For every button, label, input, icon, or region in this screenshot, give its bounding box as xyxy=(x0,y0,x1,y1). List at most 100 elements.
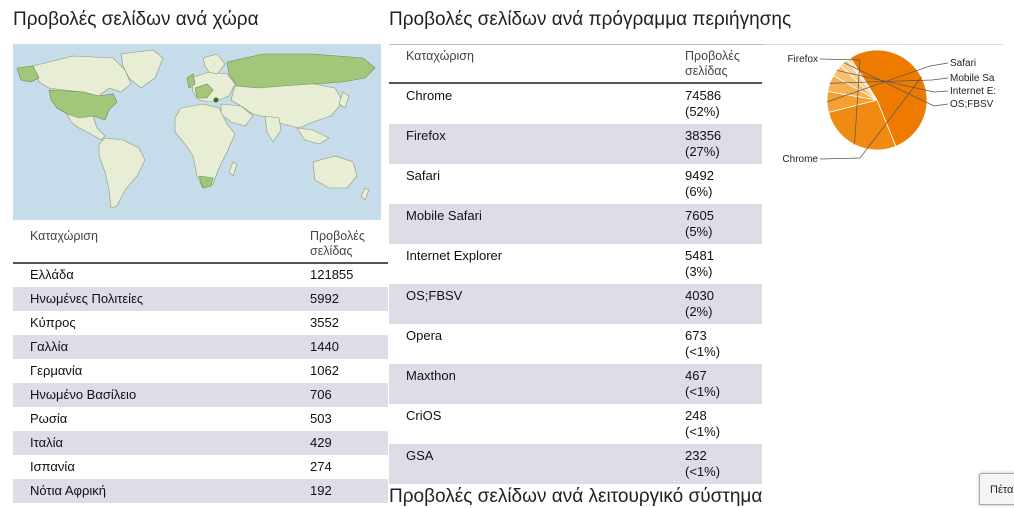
country-name[interactable]: Κύπρος xyxy=(30,315,76,330)
browser-views-percent: (52%) xyxy=(685,104,720,119)
pie-leader-line xyxy=(819,58,861,145)
country-views: 274 xyxy=(310,459,332,474)
browser-name[interactable]: Mobile Safari xyxy=(406,208,482,223)
country-name[interactable]: Γαλλία xyxy=(30,339,69,354)
country-name[interactable]: Ισπανία xyxy=(30,459,75,474)
world-map[interactable] xyxy=(13,44,381,220)
greenland[interactable] xyxy=(120,49,164,89)
pie-leader-line xyxy=(836,70,949,93)
browser-col-entry: Καταχώριση xyxy=(406,49,474,63)
france-germany[interactable] xyxy=(194,83,214,99)
country-views: 121855 xyxy=(310,267,354,282)
country-name[interactable]: Ιταλία xyxy=(30,435,63,450)
browser-views-count: 248 xyxy=(685,408,707,423)
browser-views: 9492 (6%) xyxy=(685,168,714,200)
country-name[interactable]: Ηνωμένο Βασίλειο xyxy=(30,387,137,402)
japan[interactable] xyxy=(338,91,350,109)
browser-name[interactable]: Chrome xyxy=(406,88,453,103)
table-row: Chrome 74586 (52%) xyxy=(389,84,762,124)
browser-views-percent: (<1%) xyxy=(685,424,721,439)
new-zealand[interactable] xyxy=(360,187,370,201)
browser-name[interactable]: GSA xyxy=(406,448,434,463)
browser-name[interactable]: Internet Explorer xyxy=(406,248,503,263)
uk[interactable] xyxy=(186,73,196,89)
browser-pie-chart: Firefox Chrome Safari Mobile Sa Internet E: O… xyxy=(782,49,996,165)
browser-views-count: 7605 xyxy=(685,208,714,223)
table-row: OS;FBSV 4030 (2%) xyxy=(389,284,762,324)
table-row: Νότια Αφρική 192 xyxy=(13,479,388,503)
southeast-asia[interactable] xyxy=(296,127,330,145)
next-button[interactable]: Πέτα xyxy=(979,473,1014,505)
country-views: 1440 xyxy=(310,339,339,354)
browser-name[interactable]: Firefox xyxy=(406,128,446,143)
browser-views-count: 5481 xyxy=(685,248,714,263)
browser-col-views-line1: Προβολές xyxy=(685,49,740,63)
browser-name[interactable]: Opera xyxy=(406,328,443,343)
africa[interactable] xyxy=(174,103,236,189)
browser-views-count: 232 xyxy=(685,448,707,463)
country-views: 706 xyxy=(310,387,332,402)
browser-views: 232 (<1%) xyxy=(685,448,720,480)
country-views-heading: Προβολές σελίδων ανά χώρα xyxy=(13,9,259,30)
canada[interactable] xyxy=(32,55,132,97)
alaska[interactable] xyxy=(16,65,40,83)
table-row: Safari 9492 (6%) xyxy=(389,164,762,204)
browser-views: 7605 (5%) xyxy=(685,208,714,240)
table-row: GSA 232 (<1%) xyxy=(389,444,762,484)
india[interactable] xyxy=(264,115,282,143)
country-name[interactable]: Ελλάδα xyxy=(30,267,74,282)
browser-views-percent: (6%) xyxy=(685,184,713,199)
pie-leader-line xyxy=(843,62,949,107)
usa[interactable] xyxy=(48,89,118,121)
table-row: Ηνωμένες Πολιτείες 5992 xyxy=(13,287,388,311)
browser-views-count: 74586 xyxy=(685,88,722,103)
pie-leader-line xyxy=(829,77,949,84)
table-row: Γαλλία 1440 xyxy=(13,335,388,359)
country-table: Καταχώριση Προβολές σελίδας Ελλάδα 121855… xyxy=(13,225,388,505)
world-map-svg xyxy=(13,44,381,220)
browser-views-percent: (<1%) xyxy=(685,344,721,359)
country-name[interactable]: Ρωσία xyxy=(30,411,68,426)
table-row: Γερμανία 1062 xyxy=(13,359,388,383)
browser-views: 74586 (52%) xyxy=(685,88,721,120)
madagascar[interactable] xyxy=(228,161,238,177)
mexico[interactable] xyxy=(66,113,106,141)
browser-col-views: Προβολές σελίδας xyxy=(685,49,740,79)
browser-views-count: 38356 xyxy=(685,128,722,143)
browser-views: 467 (<1%) xyxy=(685,368,720,400)
table-row: CriOS 248 (<1%) xyxy=(389,404,762,444)
table-row: Ιταλία 429 xyxy=(13,431,388,455)
browser-name[interactable]: CriOS xyxy=(406,408,442,423)
country-header-rule xyxy=(13,262,388,264)
country-col-views-line1: Προβολές xyxy=(310,229,365,243)
browser-name[interactable]: Safari xyxy=(406,168,440,183)
browser-views-percent: (2%) xyxy=(685,304,713,319)
country-views: 1062 xyxy=(310,363,339,378)
browser-table: Καταχώριση Προβολές σελίδας Chrome 74586(… xyxy=(389,44,764,484)
pie-label: OS;FBSV xyxy=(950,99,994,110)
browser-header-rule xyxy=(389,82,762,84)
country-name[interactable]: Νότια Αφρική xyxy=(30,483,106,498)
browser-views-percent: (<1%) xyxy=(685,464,721,479)
south-africa[interactable] xyxy=(198,175,214,189)
country-views: 503 xyxy=(310,411,332,426)
table-row: Firefox 38356 (27%) xyxy=(389,124,762,164)
greece-marker[interactable] xyxy=(213,97,219,103)
browser-views-heading: Προβολές σελίδων ανά πρόγραμμα περιήγηση… xyxy=(389,9,792,30)
country-views: 192 xyxy=(310,483,332,498)
browser-col-views-line2: σελίδας xyxy=(685,64,728,78)
country-col-entry: Καταχώριση xyxy=(30,229,98,243)
table-row: Κύπρος 3552 xyxy=(13,311,388,335)
browser-name[interactable]: OS;FBSV xyxy=(406,288,463,303)
scandinavia[interactable] xyxy=(202,53,226,75)
country-name[interactable]: Γερμανία xyxy=(30,363,83,378)
chart-top-rule xyxy=(764,44,1004,45)
australia[interactable] xyxy=(312,155,358,189)
browser-views: 5481 (3%) xyxy=(685,248,714,280)
south-america[interactable] xyxy=(98,137,146,209)
pie-label: Mobile Sa xyxy=(950,73,995,84)
browser-name[interactable]: Maxthon xyxy=(406,368,456,383)
asia[interactable] xyxy=(230,83,344,129)
browser-views: 38356 (27%) xyxy=(685,128,721,160)
country-name[interactable]: Ηνωμένες Πολιτείες xyxy=(30,291,144,306)
